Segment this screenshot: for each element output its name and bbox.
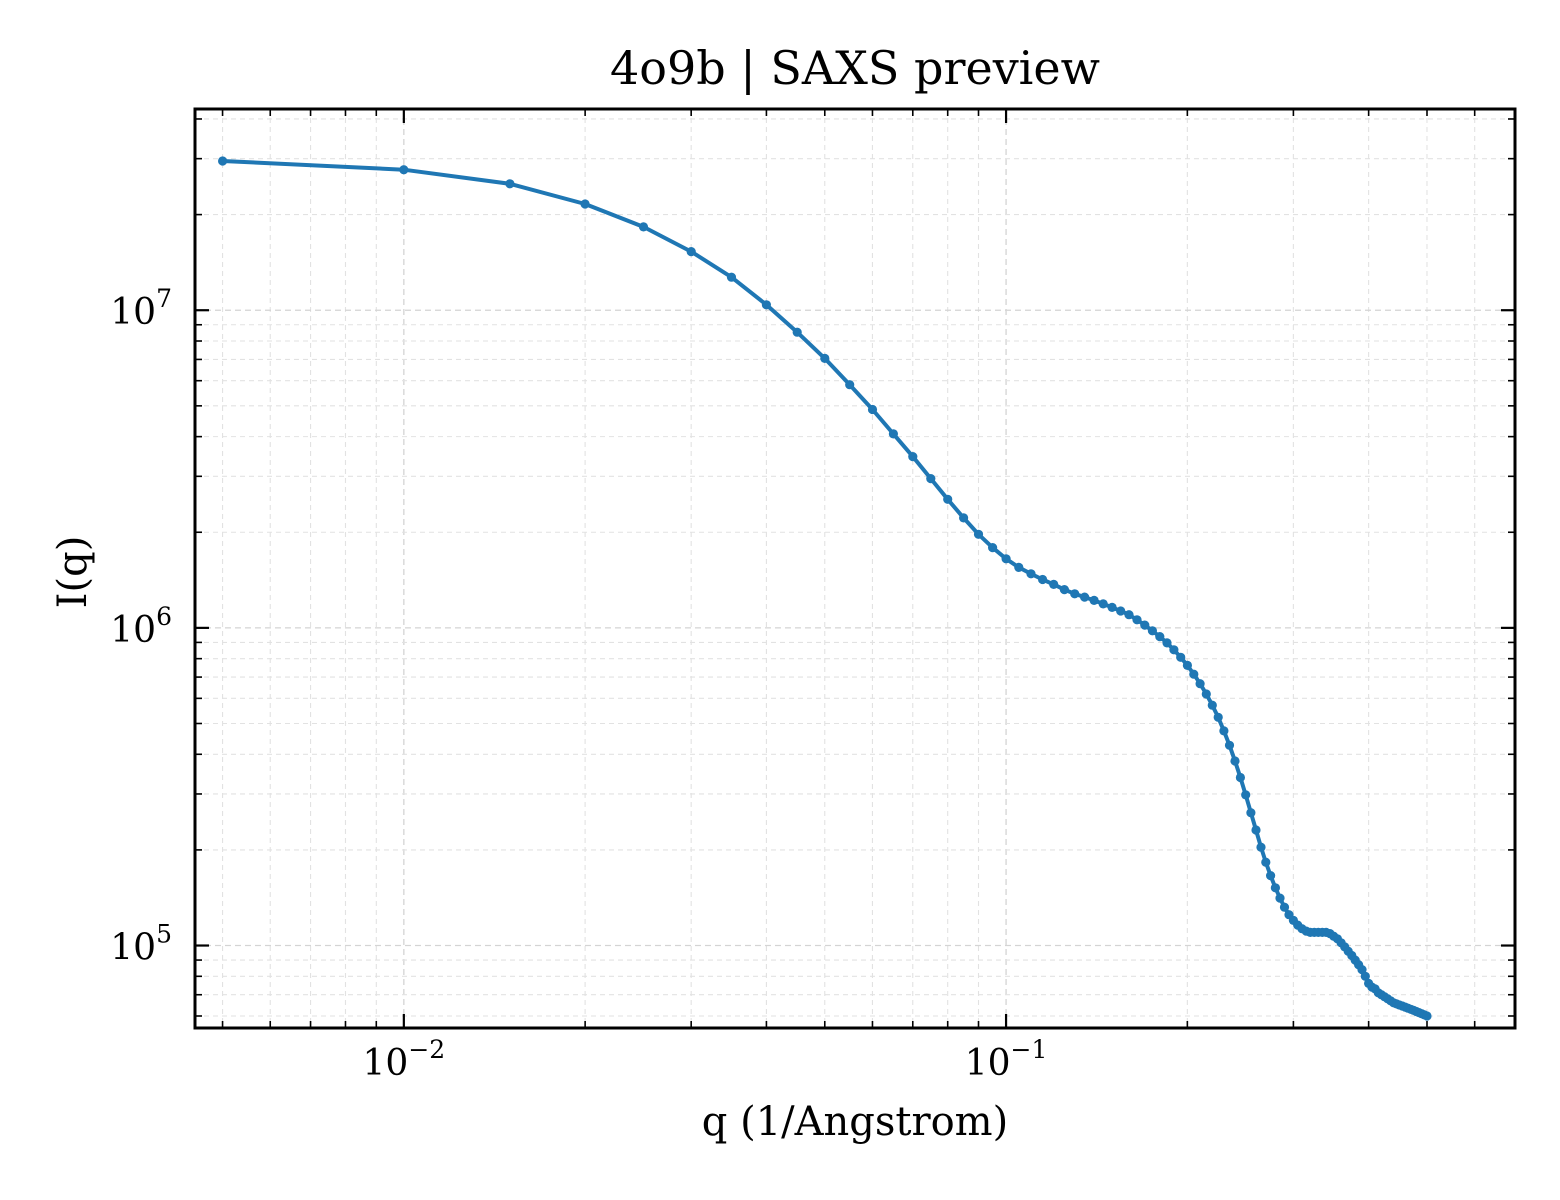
data-point [1201, 689, 1211, 699]
data-point [1246, 808, 1256, 818]
tick-labels: 10−2 10−1 105 106 107 [110, 284, 1047, 1084]
data-point [1070, 589, 1080, 599]
data-point [1261, 857, 1271, 867]
chart-title: 4o9b | SAXS preview [610, 41, 1100, 95]
data-point [580, 199, 590, 209]
data-point [1001, 554, 1011, 564]
data-point [943, 494, 953, 504]
data-point [1189, 669, 1199, 679]
data-point [1279, 902, 1290, 912]
data-point [926, 474, 936, 484]
data-point [1176, 652, 1186, 662]
data-point [1155, 632, 1165, 642]
data-point [792, 327, 802, 337]
data-point [505, 179, 515, 189]
data-point [1059, 585, 1069, 595]
data-point [1169, 645, 1179, 655]
plot-frame [193, 107, 1517, 1030]
x-axis-label: q (1/Angstrom) [702, 1099, 1008, 1145]
data-point [1049, 579, 1059, 590]
data-point [988, 543, 998, 553]
data-point [1107, 602, 1117, 613]
data-point [973, 529, 984, 539]
data-point [726, 272, 737, 282]
data-point [1026, 569, 1036, 579]
data-point [1014, 562, 1024, 573]
data-point [218, 156, 228, 166]
data-point [1124, 610, 1134, 620]
data-point [1098, 599, 1108, 609]
data-point [959, 513, 969, 523]
y-axis-label: I(q) [50, 536, 96, 609]
data-point [1235, 772, 1245, 783]
data-point [1270, 883, 1280, 893]
data-point [1224, 740, 1235, 750]
axis-ticks [195, 109, 1515, 1028]
y-tick-label: 107 [110, 284, 172, 333]
data-point [867, 404, 878, 415]
data-point [1360, 971, 1370, 981]
data-point [1089, 595, 1099, 606]
data-point [1038, 574, 1048, 585]
data-point [1162, 638, 1172, 648]
x-tick-label: 10−1 [965, 1035, 1048, 1084]
data-point [1266, 871, 1276, 881]
y-tick-label: 106 [110, 602, 172, 651]
data-point [1422, 1011, 1432, 1021]
data-point [1207, 700, 1217, 710]
y-tick-label: 105 [110, 920, 172, 969]
data-point [638, 222, 649, 232]
data-point [399, 165, 409, 175]
data-point [686, 247, 696, 257]
data-point [1275, 893, 1285, 903]
grid-lines [195, 109, 1515, 1028]
data-point [1080, 592, 1090, 602]
data-point [908, 452, 918, 462]
data-point [1132, 615, 1142, 625]
data-point [1219, 726, 1229, 736]
data-point [1182, 660, 1192, 671]
data-point [888, 429, 899, 439]
series-layer [218, 156, 1432, 1021]
data-point [1230, 756, 1240, 766]
data-point [820, 353, 830, 363]
data-point [1256, 842, 1266, 852]
data-point [1140, 620, 1150, 630]
x-tick-label: 10−2 [363, 1035, 446, 1084]
data-point [1241, 790, 1251, 800]
data-point [1147, 626, 1157, 636]
data-point [761, 300, 772, 310]
data-point [1195, 679, 1205, 689]
data-point [845, 380, 855, 390]
data-point [1213, 712, 1223, 722]
data-point [1116, 606, 1126, 616]
data-point [1251, 825, 1261, 835]
